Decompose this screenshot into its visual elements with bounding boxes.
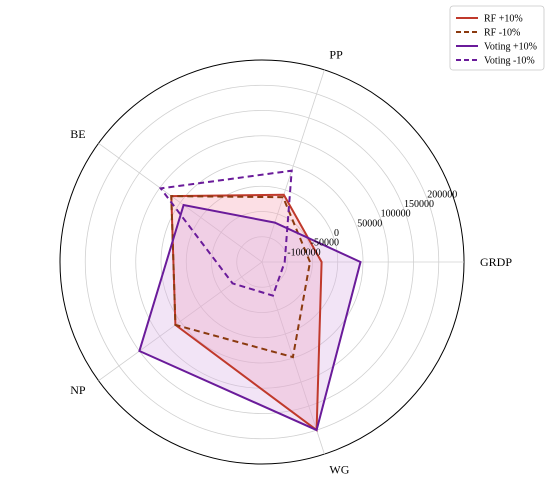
r-tick-label: -100000 bbox=[287, 247, 320, 258]
series-line-layer bbox=[138, 169, 362, 433]
category-label-np: NP bbox=[70, 383, 86, 397]
r-tick-label: 0 bbox=[334, 228, 339, 239]
series-fill-2 bbox=[139, 205, 361, 431]
category-label-pp: PP bbox=[329, 48, 343, 62]
r-tick-label: 100000 bbox=[381, 209, 411, 220]
grid-spoke bbox=[98, 142, 263, 263]
r-tick-label: 50000 bbox=[357, 218, 382, 229]
series-line-3 bbox=[158, 169, 293, 297]
legend-label-2: Voting +10% bbox=[484, 42, 537, 53]
grid-spoke bbox=[261, 69, 325, 263]
series-line-2 bbox=[138, 203, 362, 432]
legend: RF +10% RF -10% Voting +10% Voting -10% bbox=[449, 5, 545, 71]
legend-label-3: Voting -10% bbox=[484, 56, 535, 67]
r-tick-label: 150000 bbox=[404, 199, 434, 210]
r-tick-label: 200000 bbox=[427, 189, 457, 200]
series-line-0 bbox=[170, 193, 323, 433]
legend-box bbox=[449, 5, 545, 71]
legend-label-0: RF +10% bbox=[484, 14, 523, 25]
category-label-grdp: GRDP bbox=[480, 255, 512, 269]
r-tick-label: -50000 bbox=[311, 238, 339, 249]
grid-spoke bbox=[98, 261, 263, 382]
legend-label-1: RF -10% bbox=[484, 28, 520, 39]
grid-layer bbox=[59, 59, 465, 465]
category-label-be: BE bbox=[70, 127, 85, 141]
category-label-wg: WG bbox=[329, 462, 349, 476]
